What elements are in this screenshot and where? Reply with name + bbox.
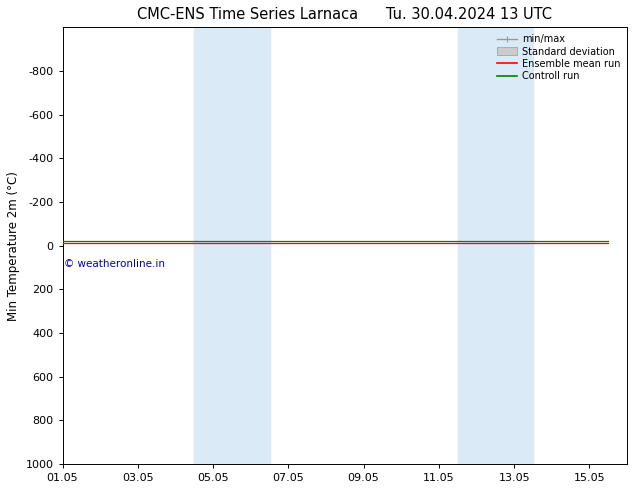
Bar xyxy=(194,27,269,464)
Legend: min/max, Standard deviation, Ensemble mean run, Controll run: min/max, Standard deviation, Ensemble me… xyxy=(496,32,622,83)
Title: CMC-ENS Time Series Larnaca      Tu. 30.04.2024 13 UTC: CMC-ENS Time Series Larnaca Tu. 30.04.20… xyxy=(138,7,552,22)
Text: © weatheronline.in: © weatheronline.in xyxy=(65,259,165,269)
Bar xyxy=(458,27,533,464)
Y-axis label: Min Temperature 2m (°C): Min Temperature 2m (°C) xyxy=(7,171,20,320)
